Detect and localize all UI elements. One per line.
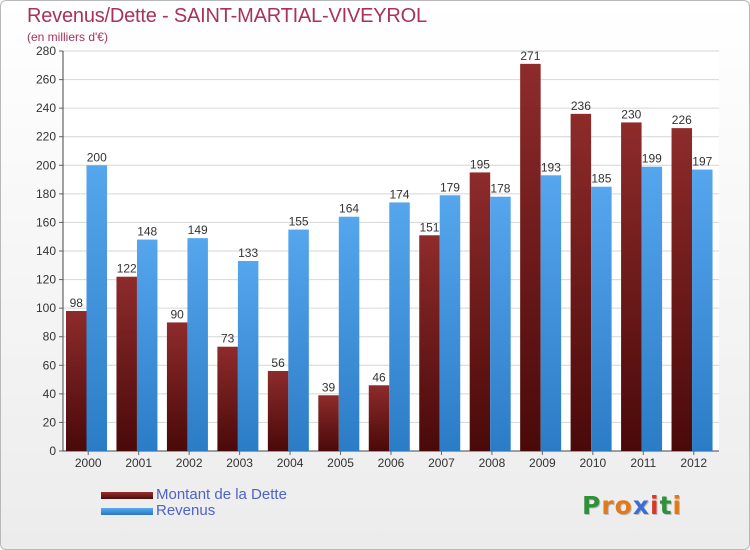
logo-letter: t xyxy=(659,491,673,520)
bar-revenus xyxy=(389,202,410,451)
bar-revenus xyxy=(490,196,511,451)
y-tick-label: 160 xyxy=(36,215,56,229)
y-tick-label: 220 xyxy=(36,130,56,144)
y-tick-label: 80 xyxy=(43,330,57,344)
x-tick-label: 2005 xyxy=(327,456,354,470)
value-label: 56 xyxy=(271,356,285,370)
value-label: 197 xyxy=(692,155,712,169)
bar-dette xyxy=(520,63,541,451)
bar-dette xyxy=(671,128,693,451)
value-label: 230 xyxy=(621,107,641,121)
y-tick-label: 20 xyxy=(43,415,57,429)
bar-dette xyxy=(166,322,188,451)
bar-dette xyxy=(368,385,390,451)
x-tick-label: 2002 xyxy=(176,456,203,470)
bar-revenus xyxy=(540,175,562,452)
y-tick-label: 0 xyxy=(49,444,56,458)
legend-label-revenus: Revenus xyxy=(156,502,216,519)
bar-revenus xyxy=(591,186,612,451)
bar-dette xyxy=(621,122,642,451)
x-tick-label: 2009 xyxy=(529,456,556,470)
x-tick-label: 2012 xyxy=(680,456,707,470)
value-label: 73 xyxy=(221,332,235,346)
x-tick-label: 2000 xyxy=(75,456,102,470)
legend-swatch-revenus xyxy=(101,508,153,515)
value-label: 174 xyxy=(390,187,410,201)
value-label: 46 xyxy=(372,370,386,384)
value-label: 185 xyxy=(591,172,611,186)
legend-label-dette: Montant de la Dette xyxy=(156,486,287,503)
value-label: 179 xyxy=(440,180,460,194)
bar-revenus xyxy=(288,229,309,451)
bar-dette xyxy=(318,395,339,451)
x-tick-label: 2003 xyxy=(226,456,253,470)
value-label: 149 xyxy=(188,223,208,237)
x-tick-label: 2004 xyxy=(277,456,304,470)
x-tick-label: 2007 xyxy=(428,456,455,470)
value-label: 133 xyxy=(238,246,258,260)
y-tick-label: 140 xyxy=(36,244,56,258)
y-tick-label: 200 xyxy=(36,158,56,172)
bar-revenus xyxy=(86,165,107,452)
value-label: 178 xyxy=(490,182,510,196)
proxiti-logo: Proxiti xyxy=(582,491,682,520)
y-tick-label: 120 xyxy=(36,273,56,287)
bar-dette xyxy=(570,113,592,451)
logo-letter: o xyxy=(614,491,633,520)
value-label: 271 xyxy=(520,49,540,63)
value-label: 226 xyxy=(672,113,692,127)
y-tick-label: 260 xyxy=(36,73,56,87)
y-tick-label: 100 xyxy=(36,301,56,315)
bar-revenus xyxy=(187,238,208,451)
logo-letter: r xyxy=(601,491,615,520)
value-label: 195 xyxy=(470,157,490,171)
legend-swatch-dette xyxy=(101,492,153,499)
x-tick-label: 2010 xyxy=(579,456,606,470)
value-label: 200 xyxy=(87,150,107,164)
bar-revenus xyxy=(641,166,663,451)
value-label: 122 xyxy=(117,262,137,276)
bar-revenus xyxy=(338,216,360,451)
value-label: 98 xyxy=(70,296,84,310)
value-label: 90 xyxy=(170,307,184,321)
value-label: 193 xyxy=(541,160,561,174)
y-tick-label: 180 xyxy=(36,187,56,201)
value-label: 148 xyxy=(137,225,157,239)
value-label: 39 xyxy=(322,380,336,394)
y-tick-label: 40 xyxy=(43,387,57,401)
y-tick-label: 240 xyxy=(36,101,56,115)
logo-letter: i xyxy=(650,491,660,520)
logo-letter: P xyxy=(582,491,602,520)
bar-revenus xyxy=(237,261,259,451)
x-tick-label: 2006 xyxy=(378,456,405,470)
x-tick-label: 2008 xyxy=(479,456,506,470)
bar-revenus xyxy=(692,169,713,452)
y-tick-label: 60 xyxy=(43,358,57,372)
bar-dette xyxy=(267,371,289,451)
bar-revenus xyxy=(439,195,461,451)
x-tick-label: 2001 xyxy=(125,456,152,470)
bar-dette xyxy=(469,172,491,451)
chart-title: Revenus/Dette - SAINT-MARTIAL-VIVEYROL xyxy=(27,5,427,27)
bar-dette xyxy=(217,346,238,451)
x-tick-label: 2011 xyxy=(630,456,656,470)
y-tick-label: 280 xyxy=(36,44,56,58)
value-label: 151 xyxy=(419,220,439,234)
value-label: 155 xyxy=(289,215,309,229)
bar-dette xyxy=(116,276,137,451)
value-label: 199 xyxy=(642,152,662,166)
bar-dette xyxy=(66,311,87,451)
bar-dette xyxy=(419,235,440,451)
logo-letter: i xyxy=(672,491,683,520)
logo-letter: x xyxy=(632,491,650,520)
chart-subtitle: (en milliers d'€) xyxy=(27,30,108,44)
value-label: 236 xyxy=(571,99,591,113)
value-label: 164 xyxy=(339,202,359,216)
bar-revenus xyxy=(136,239,158,451)
